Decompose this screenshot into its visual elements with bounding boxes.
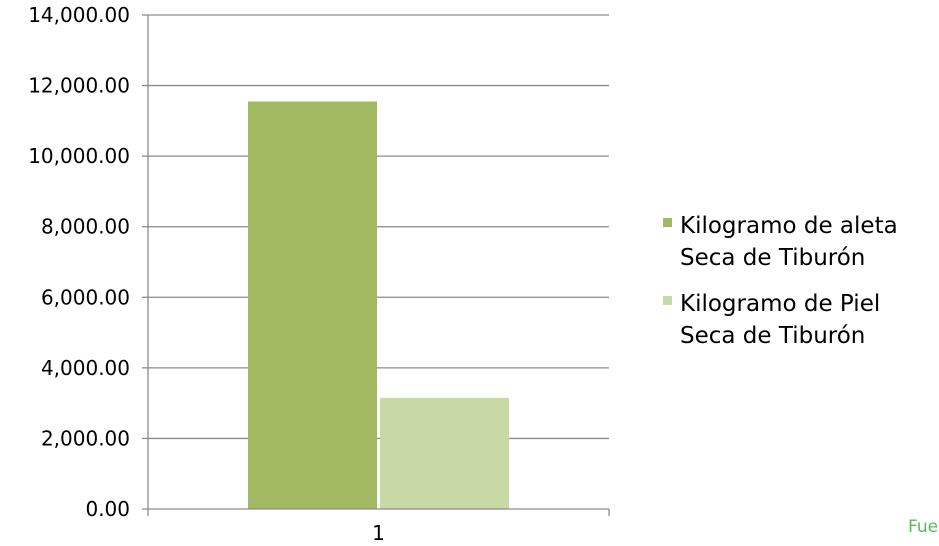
- bar-piel: [380, 397, 509, 509]
- x-tick-label: 1: [372, 521, 385, 545]
- gridlines: [142, 14, 609, 510]
- legend-swatch-aleta: [663, 218, 672, 227]
- y-tick-label: 2,000.00: [41, 426, 130, 450]
- legend-swatch-piel: [663, 296, 672, 305]
- y-tick-label: 10,000.00: [28, 144, 130, 168]
- y-tick-labels: 0.00 2,000.00 4,000.00 6,000.00 8,000.00 10,0…: [28, 3, 130, 521]
- bars: [248, 101, 509, 509]
- x-tick-labels: 1: [372, 521, 385, 545]
- legend-label-aleta: Kilogramo de aleta Seca de Tiburón: [680, 213, 898, 271]
- legend-item-piel: Kilogramo de Piel Seca de Tiburón: [660, 288, 939, 352]
- bar-aleta: [248, 101, 377, 509]
- legend-item-aleta: Kilogramo de aleta Seca de Tiburón: [660, 210, 939, 274]
- y-tick-label: 0.00: [85, 497, 130, 521]
- y-tick-label: 8,000.00: [41, 215, 130, 239]
- y-tick-label: 6,000.00: [41, 285, 130, 309]
- source-note: Fue: [908, 517, 939, 537]
- y-tick-label: 4,000.00: [41, 356, 130, 380]
- legend-label-piel: Kilogramo de Piel Seca de Tiburón: [680, 291, 881, 349]
- y-tick-label: 14,000.00: [28, 3, 130, 27]
- axes: [147, 15, 610, 516]
- legend: Kilogramo de aleta Seca de Tiburón Kilog…: [660, 210, 939, 366]
- y-tick-label: 12,000.00: [28, 74, 130, 98]
